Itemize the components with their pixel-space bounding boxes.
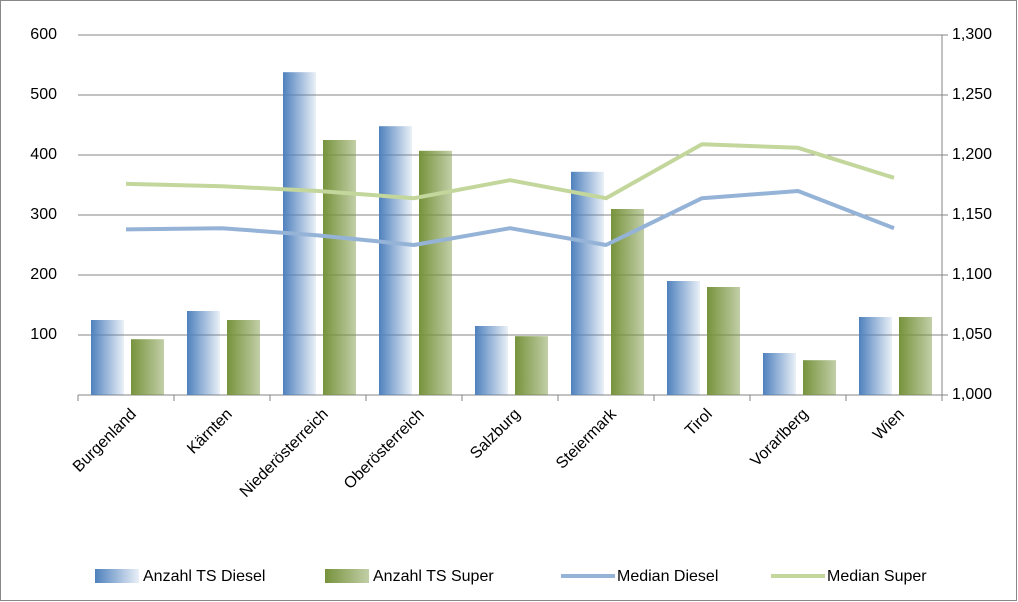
line: [125, 189, 895, 247]
legend-label: Anzahl TS Diesel: [143, 568, 265, 585]
bar: [131, 339, 164, 395]
legend-label: Median Super: [827, 568, 927, 585]
bar: [667, 281, 700, 395]
bar: [187, 311, 220, 395]
bar: [707, 287, 740, 395]
bar: [515, 336, 548, 395]
y2-tick-label: 1,100: [952, 266, 992, 283]
y2-tick-label: 1,000: [952, 386, 992, 403]
bar: [859, 317, 892, 395]
y2-tick-label: 1,300: [952, 26, 992, 43]
bar: [91, 320, 124, 395]
legend-swatch: [95, 569, 139, 583]
bar: [227, 320, 260, 395]
y2-tick-label: 1,250: [952, 86, 992, 103]
bar: [899, 317, 932, 395]
bar: [419, 150, 452, 395]
bar: [803, 360, 836, 395]
y2-tick-label: 1,200: [952, 146, 992, 163]
bar: [571, 171, 604, 395]
y-tick-label: 100: [30, 326, 57, 343]
line: [125, 142, 895, 201]
y2-tick-label: 1,150: [952, 206, 992, 223]
bar: [379, 126, 412, 395]
bar: [763, 353, 796, 395]
y-tick-label: 200: [30, 266, 57, 283]
legend-label: Median Diesel: [617, 568, 718, 585]
bar: [611, 209, 644, 395]
legend-swatch: [325, 569, 369, 583]
bar: [323, 140, 356, 395]
y-tick-label: 500: [30, 86, 57, 103]
legend-label: Anzahl TS Super: [373, 568, 494, 585]
y-tick-label: 300: [30, 206, 57, 223]
y-tick-label: 600: [30, 26, 57, 43]
y2-tick-label: 1,050: [952, 326, 992, 343]
bar: [475, 326, 508, 395]
y-tick-label: 400: [30, 146, 57, 163]
